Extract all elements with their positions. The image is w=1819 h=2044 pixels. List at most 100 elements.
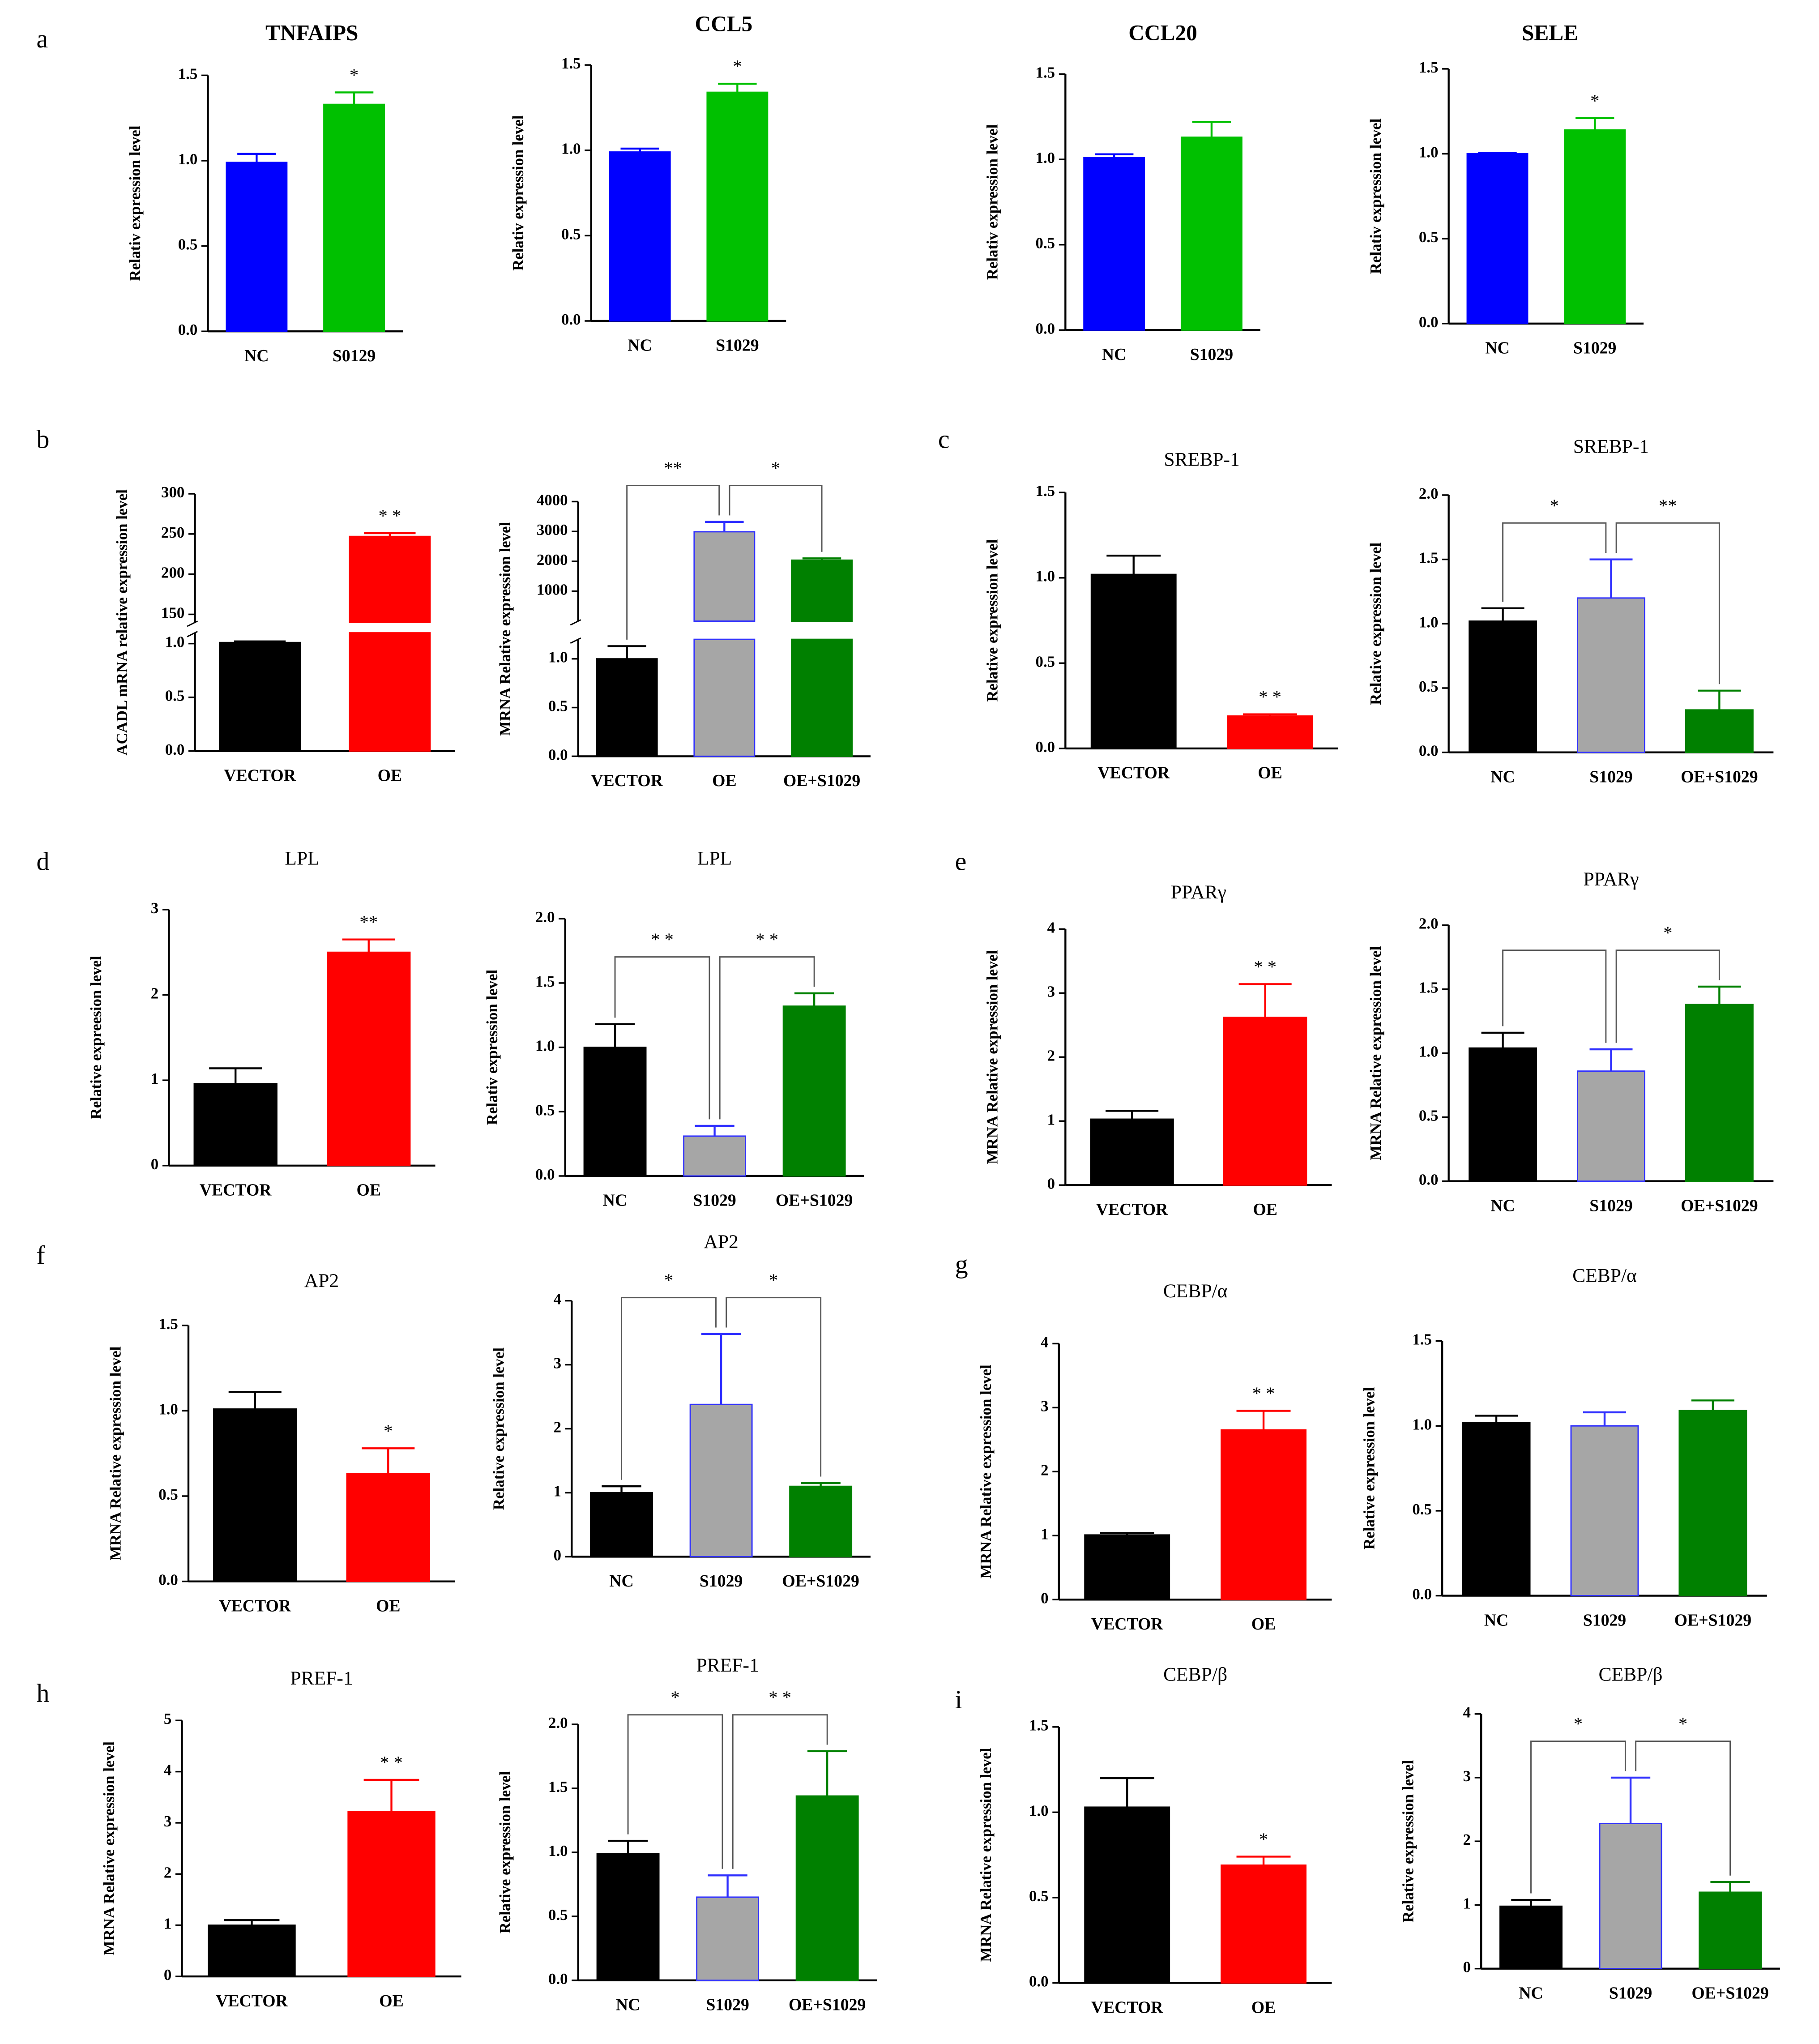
x-tick-label: S1029 [1589,767,1632,786]
error-bar [1583,1411,1626,1426]
y-tick-label: 4 [1041,1333,1048,1351]
y-axis-label: MRNA Relative expression level [977,1748,995,1962]
significance-bracket [1530,1740,1626,1894]
panel-letter: c [938,424,950,453]
significance-star: ** [359,912,378,932]
x-tick-label: OE+S1029 [782,1572,859,1591]
y-tick-label: 1.0 [1036,149,1055,167]
significance-star: * * [1252,1383,1275,1403]
x-tick-label: OE [1253,1200,1277,1219]
x-tick-label: NC [1519,1984,1543,2002]
bar [1221,1429,1307,1600]
error-bar [1589,1048,1633,1071]
y-tick-label: 0.0 [1419,742,1439,760]
significance-label: * * [756,929,778,949]
bar [1223,1017,1307,1186]
bar [1577,597,1645,753]
y-tick-label: 3 [1041,1397,1048,1415]
x-tick-label: OE+S1029 [1691,1984,1768,2002]
bar [782,1005,846,1177]
bar [226,162,288,332]
bar [1499,1905,1563,1970]
x-tick-label: NC [1102,345,1126,364]
bar [1227,715,1313,749]
x-tick-label: NC [1485,338,1509,357]
bar [590,1492,653,1557]
chart-title: CEBP/β [1163,1664,1227,1685]
error-bar [801,1482,841,1487]
bar [596,658,658,757]
significance-star: * * [1259,687,1281,707]
chart-title: TNFAIPS [265,21,358,45]
x-tick-label: OE [712,771,737,790]
y-tick-label: 0.5 [178,236,198,253]
y-tick-label: 2 [151,985,158,1002]
bar [1083,157,1145,331]
error-bar [1481,1031,1524,1048]
x-tick-label: OE [1251,1615,1276,1633]
error-bar [1698,985,1741,1005]
error-bar [1243,713,1297,716]
error-bar [701,1333,741,1405]
significance-star: * [733,56,742,77]
x-tick-label: S1029 [716,336,759,355]
significance-bracket [626,485,720,640]
y-tick-label: 2 [1463,1831,1471,1848]
significance-label: * * [769,1687,791,1707]
significance-bracket [1615,949,1720,1043]
y-tick-label: 1.5 [158,1315,178,1333]
error-bar [1236,1410,1291,1430]
bar [193,1083,278,1167]
significance-bracket [614,956,710,1120]
y-tick-label: 1.0 [158,1400,178,1418]
y-tick-label: 1.5 [178,65,198,82]
y-tick-label: 0.0 [1029,1973,1049,1990]
bar [683,1135,747,1177]
chart-title: AP2 [704,1231,738,1253]
bar [1090,1118,1174,1186]
y-tick-label: 0.5 [1029,1887,1049,1905]
error-bar [1575,117,1614,130]
y-tick-label: 1.0 [1419,1043,1439,1060]
bar [706,91,769,322]
significance-bracket [621,1297,717,1480]
x-tick-label: NC [609,1572,633,1591]
y-tick-label: 300 [161,483,184,501]
error-bar [1710,1881,1750,1892]
error-bar [342,938,395,953]
x-tick-label: VECTOR [200,1180,272,1199]
significance-label: * [664,1270,673,1290]
y-tick-label: 1.5 [1419,549,1439,567]
y-tick-label: 3 [1047,983,1055,1000]
y-tick-label: 4 [164,1762,171,1779]
significance-bracket [726,1297,822,1477]
significance-label: * [1678,1714,1687,1734]
y-tick-label: 1 [554,1483,561,1500]
panel-letter: h [36,1678,49,1707]
x-tick-label: S0129 [333,346,376,365]
y-tick-label: 0.5 [535,1101,555,1119]
bar [789,1485,853,1557]
chart-title: LPL [285,848,319,869]
y-tick-label: 0 [554,1546,561,1564]
bar [349,632,431,752]
y-tick-label: 0.5 [1419,678,1439,695]
bar [791,638,853,757]
error-bar [1094,153,1134,158]
chart-title: CCL20 [1128,21,1197,45]
significance-bracket [1615,522,1720,684]
y-tick-label: 1.5 [548,1778,568,1796]
x-tick-label: OE+S1029 [1674,1611,1751,1629]
y-axis-label: Relative expression level [496,1771,514,1933]
chart-title: SREBP-1 [1164,449,1239,470]
y-tick-label: 3000 [537,521,568,539]
error-bar [708,1874,747,1897]
y-tick-label: 1.0 [1036,568,1055,585]
y-tick-label: 1.0 [548,1842,568,1860]
y-tick-label: 0 [1463,1958,1471,1976]
error-bar [1698,689,1741,710]
y-tick-label: 0.5 [548,697,568,715]
axis-break [570,619,581,626]
x-tick-label: VECTOR [591,771,663,790]
